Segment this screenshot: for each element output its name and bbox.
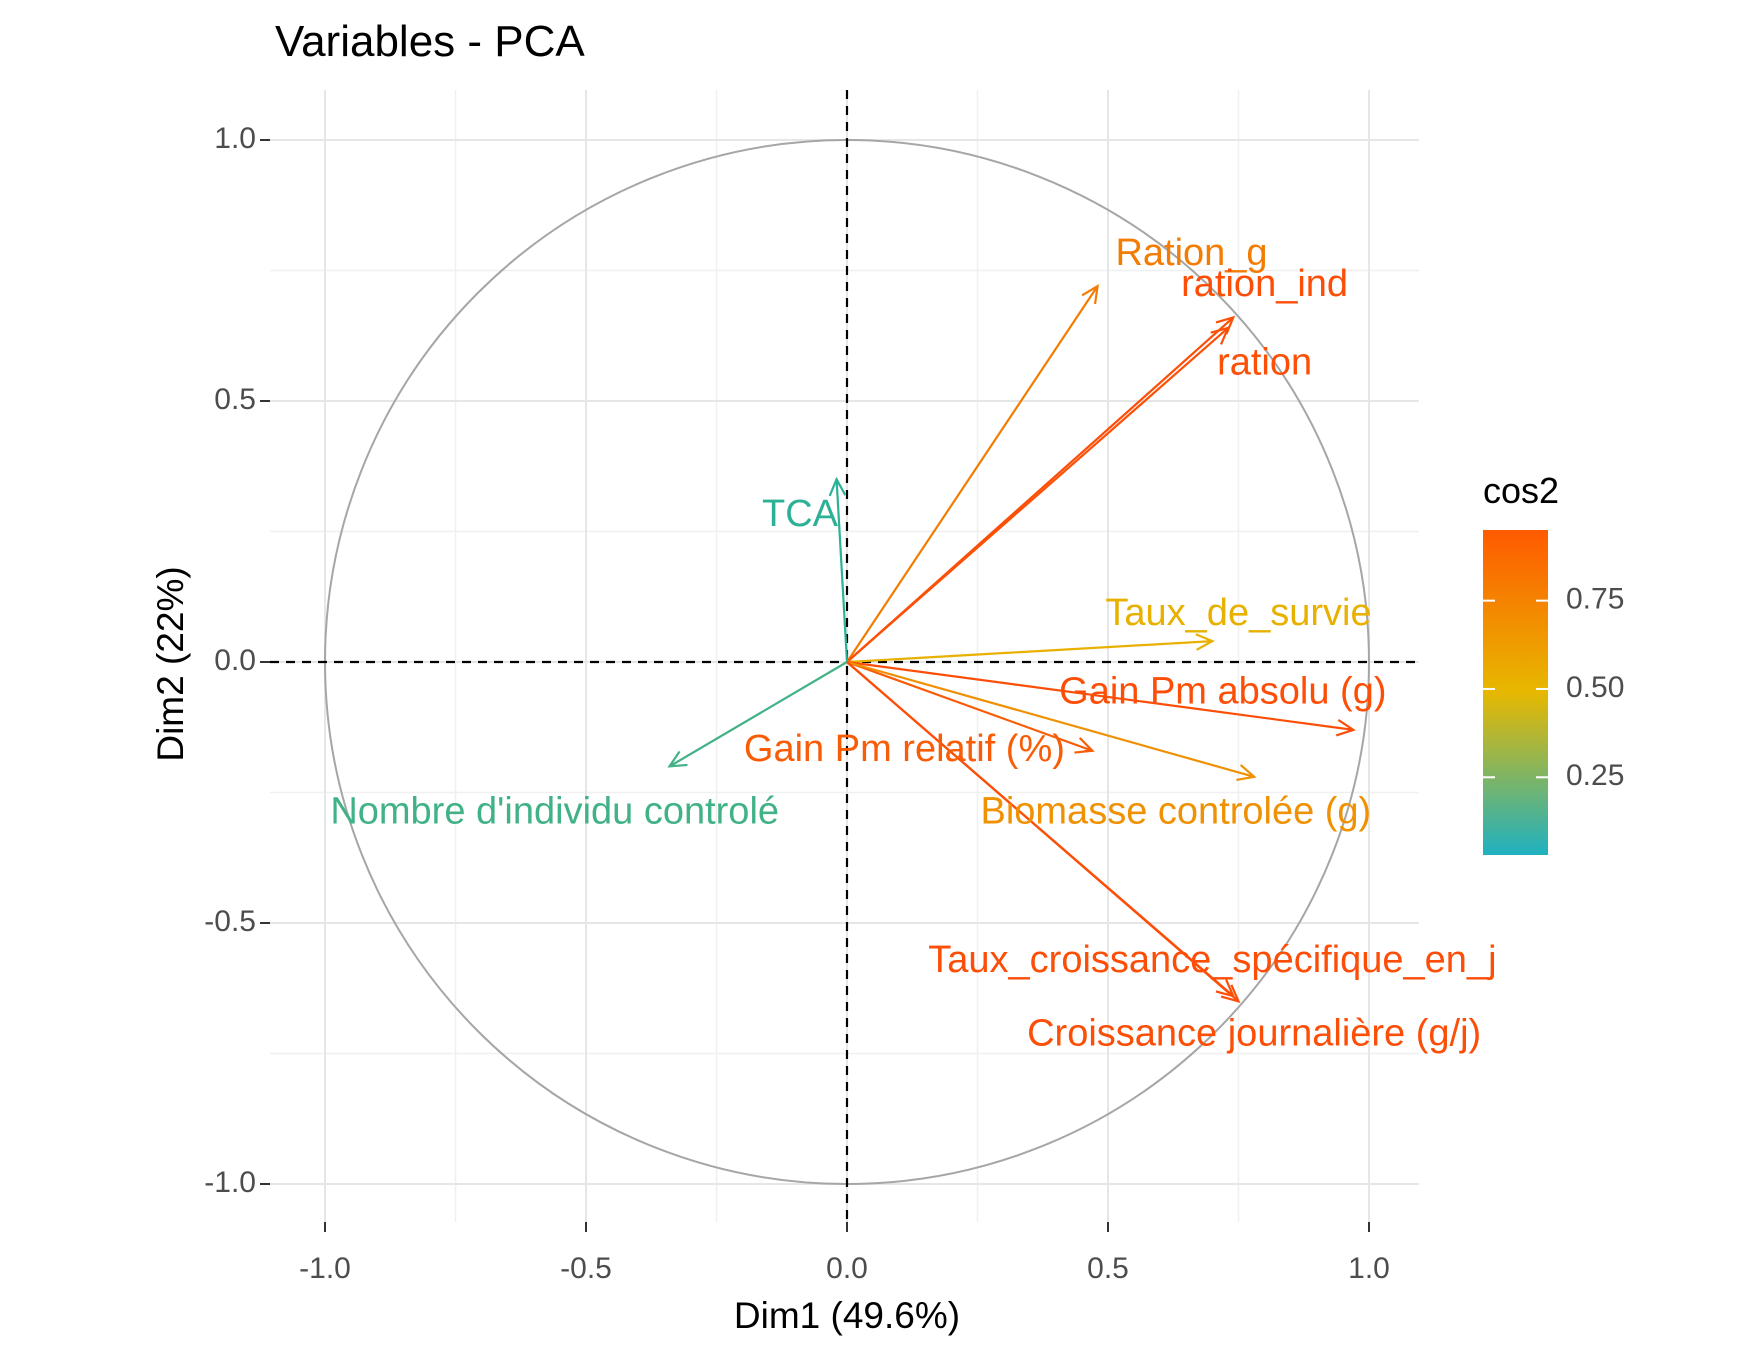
legend-tick-label: 0.25	[1566, 759, 1624, 792]
arrow-line	[846, 661, 1240, 1003]
x-tick-label: -1.0	[299, 1252, 351, 1285]
variable-label: ration_ind	[1181, 263, 1348, 305]
legend-title: cos2	[1483, 470, 1559, 511]
y-tick-label: 0.0	[214, 644, 256, 677]
legend-tick-label: 0.75	[1566, 583, 1624, 616]
y-tick-label: 1.0	[214, 122, 256, 155]
arrow-head	[828, 476, 847, 497]
arrow-line	[668, 661, 848, 768]
arrow-line	[846, 327, 1229, 663]
y-tick-label: 0.5	[214, 383, 256, 416]
arrow-head	[1195, 633, 1215, 651]
arrow-head	[1335, 719, 1356, 737]
variable-label: Gain Pm absolu (g)	[1059, 670, 1386, 712]
variable-label: Taux_de_survie	[1105, 592, 1371, 634]
arrow-head	[1210, 326, 1230, 345]
legend-ticks: 0.25 0.50 0.75	[1483, 583, 1624, 792]
arrow-head	[1220, 984, 1241, 1003]
y-axis-title: Dim2 (22%)	[150, 566, 191, 761]
arrow-line	[846, 660, 1354, 731]
variable-label: ration	[1217, 341, 1312, 383]
arrow-line	[846, 660, 1255, 778]
legend-colorbar	[1483, 530, 1548, 855]
arrow-head	[1081, 284, 1099, 305]
x-tick-label: -0.5	[560, 1252, 612, 1285]
variable-arrows	[667, 284, 1356, 1003]
x-tick-label: 1.0	[1348, 1252, 1390, 1285]
variable-label: Biomasse controlée (g)	[980, 790, 1371, 832]
x-axis-title: Dim1 (49.6%)	[734, 1295, 960, 1336]
x-tick-label: 0.0	[826, 1252, 868, 1285]
variable-label: Taux_croissance_spécifique_en_j	[928, 939, 1496, 981]
y-tick-label: -1.0	[204, 1166, 256, 1199]
variable-label: Nombre d'individu controlé	[330, 790, 779, 832]
y-tick-label: -0.5	[204, 905, 256, 938]
arrow-head	[667, 750, 688, 768]
x-axis-ticks: -1.0 -0.5 0.0 0.5 1.0	[299, 1222, 1390, 1285]
arrow-line	[846, 660, 1093, 752]
x-tick-label: 0.5	[1087, 1252, 1129, 1285]
variable-label: Croissance journalière (g/j)	[1027, 1012, 1481, 1054]
arrow-head	[1236, 764, 1257, 782]
chart-title: Variables - PCA	[275, 17, 585, 66]
variable-label: Ration_g	[1115, 232, 1267, 274]
y-axis-ticks: -1.0 -0.5 0.0 0.5 1.0	[204, 122, 270, 1199]
arrow-line	[846, 640, 1213, 664]
variable-label: Gain Pm relatif (%)	[744, 728, 1065, 770]
arrow-line	[835, 479, 849, 663]
legend-tick-label: 0.50	[1566, 671, 1624, 704]
variable-label: TCA	[762, 493, 839, 535]
arrow-line	[846, 285, 1099, 663]
cos2-legend: cos2 0.25 0.50 0.75	[1483, 470, 1624, 855]
